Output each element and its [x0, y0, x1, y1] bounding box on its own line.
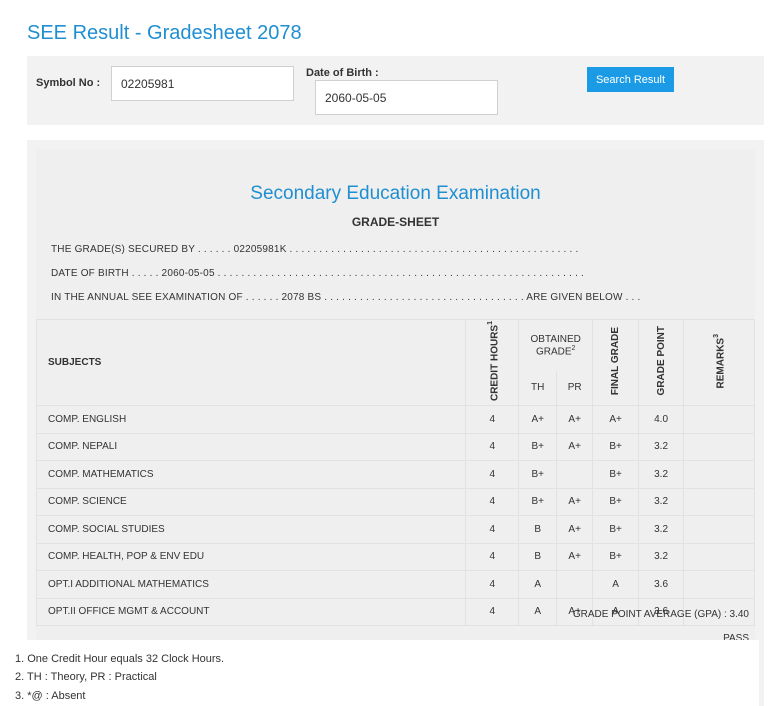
note-th-pr: 2. TH : Theory, PR : Practical	[15, 671, 157, 683]
credit-cell: 4	[465, 432, 520, 462]
table-row: COMP. ENGLISH 4 A+ A+ A+ 4.0	[35, 405, 755, 434]
credit-cell: 4	[465, 515, 520, 544]
subject-cell: OPT.II OFFICE MGMT & ACCOUNT	[35, 597, 467, 627]
header-final-grade: FINAL GRADE	[592, 318, 640, 407]
header-remarks: REMARKS3	[683, 318, 755, 407]
pr-grade-cell	[556, 460, 594, 489]
note-credit-hour: 1. One Credit Hour equals 32 Clock Hours…	[15, 653, 225, 665]
note-absent: 3. *@ : Absent	[15, 690, 86, 702]
final-grade-cell: B+	[592, 542, 640, 572]
grade-point-cell: 3.2	[638, 542, 685, 572]
table-row: COMP. SCIENCE 4 B+ A+ B+ 3.2	[35, 487, 755, 517]
final-grade-cell: B+	[592, 432, 640, 462]
th-grade-cell: A	[518, 570, 558, 599]
final-grade-cell: B+	[592, 515, 640, 544]
notes-section: 1. One Credit Hour equals 32 Clock Hours…	[9, 640, 759, 706]
grade-point-cell: 3.6	[638, 597, 685, 627]
header-subjects: SUBJECTS	[35, 318, 467, 407]
table-row: COMP. MATHEMATICS 4 B+ B+ 3.2	[35, 460, 755, 489]
table-row: OPT.I ADDITIONAL MATHEMATICS 4 A A 3.6	[35, 570, 755, 599]
pr-grade-cell: A+	[556, 405, 594, 434]
final-grade-cell: A+	[592, 405, 640, 434]
th-grade-cell: B+	[518, 487, 558, 517]
th-grade-cell: A	[518, 597, 558, 627]
th-grade-cell: B+	[518, 432, 558, 462]
subject-cell: COMP. HEALTH, POP & ENV EDU	[35, 542, 467, 572]
page-title: SEE Result - Gradesheet 2078	[27, 22, 302, 44]
grades-table: SUBJECTS CREDIT HOURS1 OBTAINED GRADE2 F…	[35, 318, 755, 627]
th-grade-cell: A+	[518, 405, 558, 434]
remarks-cell	[683, 487, 755, 517]
remarks-cell	[683, 542, 755, 572]
header-th: TH	[518, 370, 558, 407]
dob-input[interactable]	[315, 80, 498, 115]
table-row: COMP. SOCIAL STUDIES 4 B A+ B+ 3.2	[35, 515, 755, 544]
table-row: COMP. NEPALI 4 B+ A+ B+ 3.2	[35, 432, 755, 462]
pr-grade-cell: A+	[556, 487, 594, 517]
pr-grade-cell: A+	[556, 597, 594, 627]
table-row: OPT.II OFFICE MGMT & ACCOUNT 4 A A+ A 3.6	[35, 597, 755, 627]
dob-label: Date of Birth :	[306, 67, 379, 79]
final-grade-cell: B+	[592, 487, 640, 517]
header-credit-hours: CREDIT HOURS1	[465, 318, 520, 407]
subject-cell: COMP. NEPALI	[35, 432, 467, 462]
remarks-cell	[683, 432, 755, 462]
header-grade-point: GRADE POINT	[638, 318, 685, 407]
credit-cell: 4	[465, 570, 520, 599]
grade-secured-line: THE GRADE(S) SECURED BY . . . . . . 0220…	[51, 244, 579, 255]
gpa-value: GRADE POINT AVERAGE (GPA) : 3.40	[572, 609, 749, 620]
pr-grade-cell: A+	[556, 432, 594, 462]
exam-line: IN THE ANNUAL SEE EXAMINATION OF . . . .…	[51, 292, 641, 303]
grade-point-cell: 3.6	[638, 570, 685, 599]
dob-line: DATE OF BIRTH . . . . . 2060-05-05 . . .…	[51, 268, 585, 279]
pr-grade-cell	[556, 570, 594, 599]
credit-cell: 4	[465, 542, 520, 572]
gradesheet-title: GRADE-SHEET	[351, 215, 440, 229]
search-result-button[interactable]: Search Result	[587, 67, 674, 92]
subject-cell: COMP. SOCIAL STUDIES	[35, 515, 467, 544]
th-grade-cell: B	[518, 542, 558, 572]
subject-cell: COMP. SCIENCE	[35, 487, 467, 517]
grade-point-cell: 3.2	[638, 432, 685, 462]
credit-cell: 4	[465, 597, 520, 627]
gradesheet-panel: Secondary Education Examination GRADE-SH…	[27, 140, 764, 706]
symbol-input[interactable]	[111, 66, 294, 101]
pr-grade-cell: A+	[556, 515, 594, 544]
remarks-cell	[683, 405, 755, 434]
result-status: PASS	[723, 633, 749, 644]
final-grade-cell: A	[592, 597, 640, 627]
grade-point-cell: 3.2	[638, 460, 685, 489]
final-grade-cell: B+	[592, 460, 640, 489]
table-row: COMP. HEALTH, POP & ENV EDU 4 B A+ B+ 3.2	[35, 542, 755, 572]
remarks-cell	[683, 570, 755, 599]
th-grade-cell: B+	[518, 460, 558, 489]
grade-point-cell: 4.0	[638, 405, 685, 434]
header-obtained-grade: OBTAINED GRADE2	[518, 318, 594, 371]
header-pr: PR	[556, 370, 594, 407]
credit-cell: 4	[465, 460, 520, 489]
grade-point-cell: 3.2	[638, 487, 685, 517]
pr-grade-cell: A+	[556, 542, 594, 572]
subject-cell: OPT.I ADDITIONAL MATHEMATICS	[35, 570, 467, 599]
credit-cell: 4	[465, 487, 520, 517]
remarks-cell	[683, 460, 755, 489]
subject-cell: COMP. ENGLISH	[35, 405, 467, 434]
final-grade-cell: A	[592, 570, 640, 599]
search-panel: Symbol No : Date of Birth : Search Resul…	[27, 56, 764, 125]
grade-point-cell: 3.2	[638, 515, 685, 544]
symbol-label: Symbol No :	[36, 77, 101, 89]
exam-title: Secondary Education Examination	[250, 183, 541, 204]
remarks-cell	[683, 597, 755, 627]
subject-cell: COMP. MATHEMATICS	[35, 460, 467, 489]
remarks-cell	[683, 515, 755, 544]
th-grade-cell: B	[518, 515, 558, 544]
credit-cell: 4	[465, 405, 520, 434]
gradesheet: Secondary Education Examination GRADE-SH…	[35, 149, 755, 706]
